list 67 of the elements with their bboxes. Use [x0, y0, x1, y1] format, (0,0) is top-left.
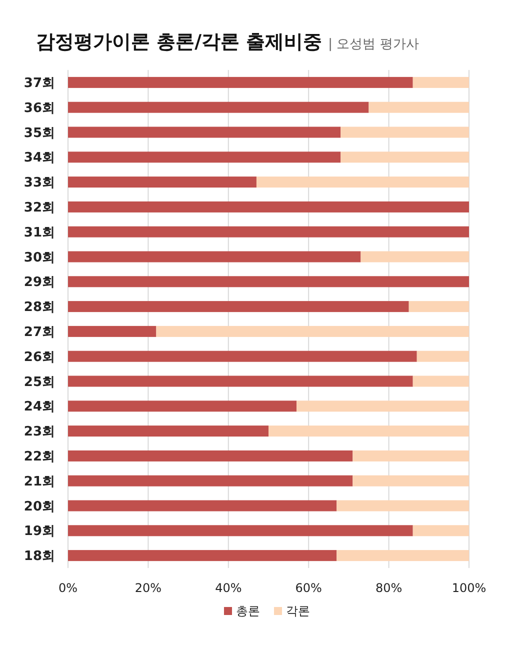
x-tick-label: 80%	[375, 581, 402, 595]
bar	[68, 126, 341, 138]
bar	[340, 152, 469, 163]
bar	[336, 550, 469, 562]
y-tick-label: 34회	[24, 150, 55, 166]
legend-label: 총론	[236, 604, 260, 618]
y-tick-label: 20회	[24, 499, 55, 514]
bar	[296, 400, 469, 412]
y-tick-label: 18회	[24, 549, 55, 564]
x-tick-label: 100%	[452, 581, 486, 595]
bar	[412, 525, 469, 536]
bar	[408, 301, 469, 312]
y-tick-label: 26회	[24, 350, 55, 365]
x-tick-label: 60%	[295, 581, 322, 595]
y-tick-label: 21회	[24, 474, 55, 490]
x-tick-label: 20%	[134, 581, 162, 595]
bar	[68, 400, 297, 412]
y-tick-label: 22회	[24, 449, 55, 464]
bar	[336, 500, 469, 512]
bar	[68, 152, 341, 163]
chart-title: 감정평가이론 총론/각론 출제비중	[36, 31, 322, 53]
bar	[268, 426, 469, 437]
bar	[68, 450, 353, 462]
y-tick-label: 30회	[24, 250, 55, 266]
y-tick-label: 25회	[24, 374, 55, 390]
y-tick-label: 23회	[24, 424, 55, 440]
y-tick-label: 29회	[24, 275, 55, 290]
y-tick-label: 27회	[24, 324, 55, 340]
bar	[68, 376, 413, 387]
bar	[68, 301, 409, 312]
y-tick-label: 19회	[24, 524, 55, 540]
bar	[412, 76, 469, 88]
bar	[68, 276, 469, 288]
y-tick-label: 31회	[24, 225, 55, 240]
bar	[360, 251, 469, 262]
y-tick-label: 35회	[24, 126, 55, 141]
bar	[156, 326, 469, 337]
bar	[68, 550, 337, 562]
bar	[68, 350, 417, 362]
bar	[68, 500, 337, 512]
y-tick-label: 33회	[24, 176, 55, 191]
bar	[68, 475, 353, 486]
legend-label: 각론	[286, 604, 310, 618]
chart-subtitle: | 오성범 평가사	[328, 37, 419, 52]
bar	[352, 475, 469, 486]
bar	[68, 76, 413, 88]
bar	[416, 350, 469, 362]
bar	[68, 251, 361, 262]
y-tick-label: 36회	[24, 100, 55, 116]
bar	[68, 525, 413, 536]
x-tick-label: 0%	[58, 581, 78, 595]
bar	[68, 102, 369, 113]
bar	[256, 176, 469, 188]
y-tick-label: 28회	[24, 300, 55, 316]
x-tick-label: 40%	[215, 581, 242, 595]
bar	[68, 426, 268, 437]
bar	[68, 176, 256, 188]
y-tick-label: 24회	[24, 400, 55, 415]
bar	[68, 201, 469, 212]
bar	[352, 450, 469, 462]
bar	[412, 376, 469, 387]
bar	[68, 226, 469, 238]
bar	[368, 102, 469, 113]
y-tick-label: 37회	[24, 76, 55, 91]
bar	[340, 126, 469, 138]
bar	[68, 326, 156, 337]
y-tick-label: 32회	[24, 200, 55, 216]
